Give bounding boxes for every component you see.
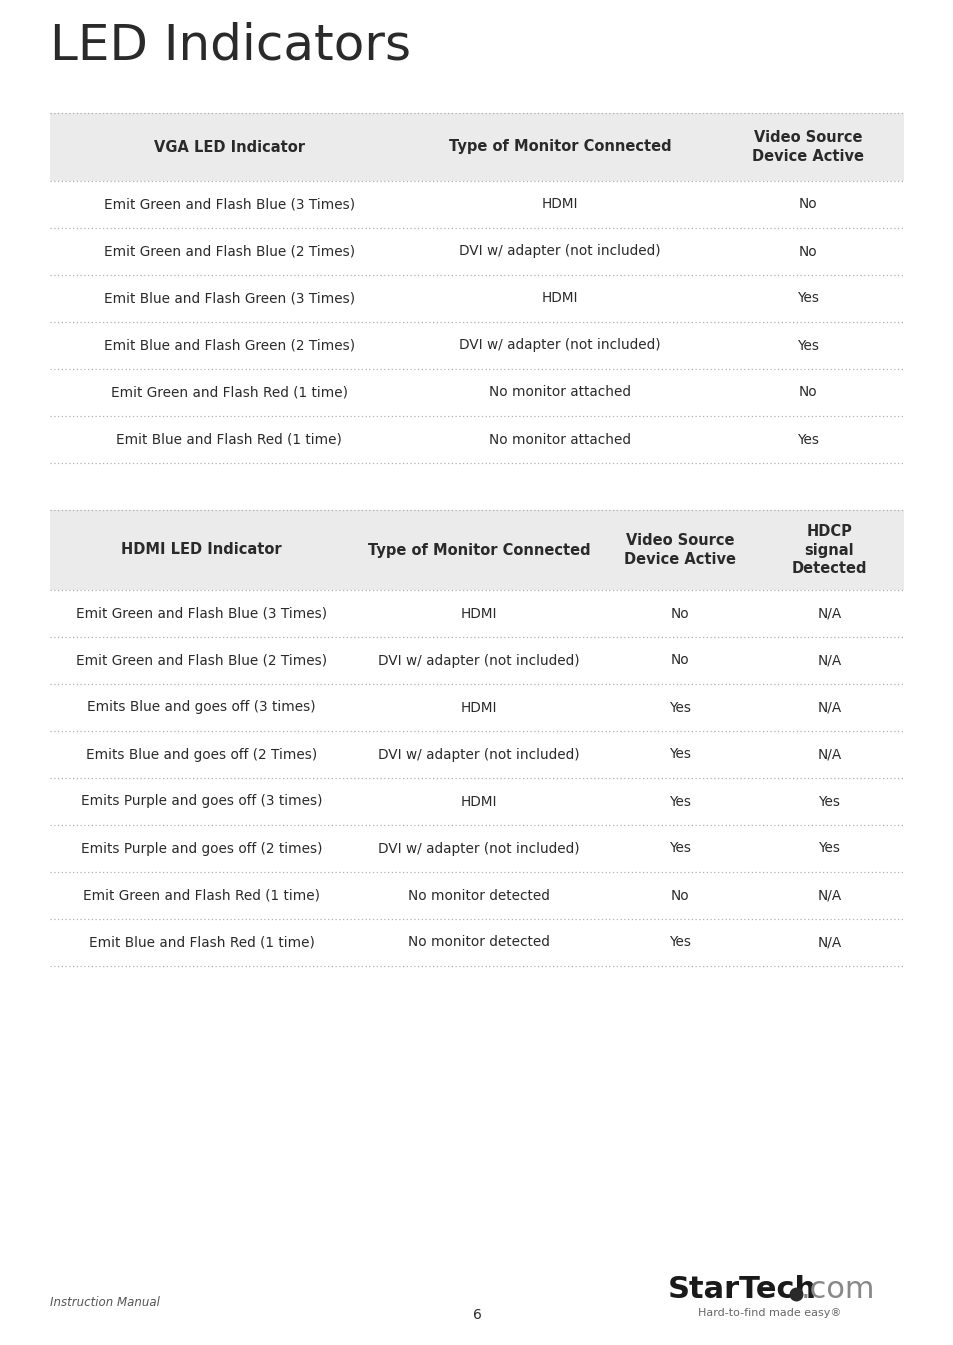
Text: DVI w/ adapter (not included): DVI w/ adapter (not included) [459,245,660,258]
Text: Emit Green and Flash Blue (2 Times): Emit Green and Flash Blue (2 Times) [76,654,327,667]
Text: No monitor attached: No monitor attached [489,386,631,399]
Text: Emit Green and Flash Blue (2 Times): Emit Green and Flash Blue (2 Times) [104,245,355,258]
Text: DVI w/ adapter (not included): DVI w/ adapter (not included) [378,654,579,667]
Text: HDMI LED Indicator: HDMI LED Indicator [121,542,281,557]
Text: No monitor attached: No monitor attached [489,433,631,447]
Text: HDMI: HDMI [460,607,497,620]
Text: Video Source
Device Active: Video Source Device Active [751,130,863,164]
Text: N/A: N/A [817,701,841,714]
Text: Emit Green and Flash Red (1 time): Emit Green and Flash Red (1 time) [111,386,348,399]
Text: N/A: N/A [817,607,841,620]
Text: Yes: Yes [668,842,690,855]
Text: Emits Purple and goes off (2 times): Emits Purple and goes off (2 times) [81,842,322,855]
Text: StarTech: StarTech [667,1275,817,1303]
Text: LED Indicators: LED Indicators [50,22,411,70]
Text: No monitor detected: No monitor detected [408,936,550,950]
Text: N/A: N/A [817,654,841,667]
Text: HDMI: HDMI [460,701,497,714]
Text: HDMI: HDMI [541,292,578,305]
Text: No: No [798,386,817,399]
Text: Hard-to-find made easy®: Hard-to-find made easy® [698,1307,841,1318]
Text: DVI w/ adapter (not included): DVI w/ adapter (not included) [378,842,579,855]
Text: 6: 6 [472,1307,481,1322]
Text: Yes: Yes [818,795,840,808]
Text: Yes: Yes [818,842,840,855]
Text: No: No [798,198,817,211]
Text: Yes: Yes [668,748,690,761]
Bar [50,113,903,182]
Text: Yes: Yes [796,292,818,305]
Text: Type of Monitor Connected: Type of Monitor Connected [449,140,671,155]
Text: Yes: Yes [796,433,818,447]
Text: N/A: N/A [817,748,841,761]
Bar [50,510,903,590]
Text: Emit Green and Flash Blue (3 Times): Emit Green and Flash Blue (3 Times) [104,198,355,211]
Text: N/A: N/A [817,889,841,902]
Text: No: No [670,889,688,902]
Text: HDMI: HDMI [541,198,578,211]
Text: Type of Monitor Connected: Type of Monitor Connected [368,542,590,557]
Text: No monitor detected: No monitor detected [408,889,550,902]
Text: .com: .com [801,1275,875,1303]
Text: HDMI: HDMI [460,795,497,808]
Text: Emits Blue and goes off (2 Times): Emits Blue and goes off (2 Times) [86,748,317,761]
Text: Emit Blue and Flash Green (3 Times): Emit Blue and Flash Green (3 Times) [104,292,355,305]
Text: No: No [798,245,817,258]
Text: HDCP
signal
Detected: HDCP signal Detected [791,525,866,576]
Text: Yes: Yes [668,936,690,950]
Text: Yes: Yes [796,339,818,352]
Text: No: No [670,607,688,620]
Text: Emit Blue and Flash Red (1 time): Emit Blue and Flash Red (1 time) [89,936,314,950]
Text: DVI w/ adapter (not included): DVI w/ adapter (not included) [378,748,579,761]
Text: Instruction Manual: Instruction Manual [50,1297,160,1310]
Text: DVI w/ adapter (not included): DVI w/ adapter (not included) [459,339,660,352]
Text: N/A: N/A [817,936,841,950]
Text: Emits Blue and goes off (3 times): Emits Blue and goes off (3 times) [87,701,315,714]
Text: Video Source
Device Active: Video Source Device Active [623,533,735,566]
Text: Emit Blue and Flash Green (2 Times): Emit Blue and Flash Green (2 Times) [104,339,355,352]
Text: VGA LED Indicator: VGA LED Indicator [153,140,305,155]
Text: Yes: Yes [668,795,690,808]
Text: No: No [670,654,688,667]
Text: Emit Green and Flash Blue (3 Times): Emit Green and Flash Blue (3 Times) [76,607,327,620]
Text: Emit Blue and Flash Red (1 time): Emit Blue and Flash Red (1 time) [116,433,342,447]
Text: Emit Green and Flash Red (1 time): Emit Green and Flash Red (1 time) [83,889,320,902]
Text: Emits Purple and goes off (3 times): Emits Purple and goes off (3 times) [81,795,322,808]
Text: Yes: Yes [668,701,690,714]
